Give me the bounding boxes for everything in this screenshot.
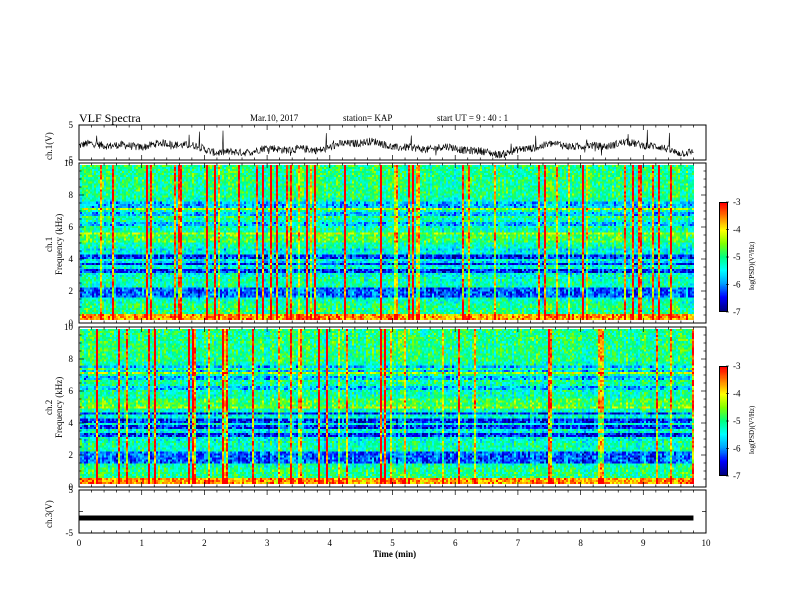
x-tick-label-5: 5 <box>390 538 395 548</box>
ch2-freq-unit: Frequency (kHz) <box>54 376 64 438</box>
colorbar-2-tick--3: -3 <box>733 361 741 371</box>
ch1-freq-tick-label-6: 6 <box>69 222 74 232</box>
ch3-ytick-label--5: -5 <box>66 528 74 538</box>
colorbar-1-tick--7: -7 <box>733 307 741 317</box>
colorbar-1-tick--4: -4 <box>733 225 741 235</box>
panel-frame-3 <box>78 326 707 488</box>
colorbar-2-tick--5: -5 <box>733 416 741 426</box>
ch2-freq-tick-label-4: 4 <box>69 418 74 428</box>
x-tick-label-2: 2 <box>202 538 207 548</box>
ch2-colorbar-label: log(PSD)(V²/Hz) <box>748 405 756 454</box>
colorbar-2-tick--7: -7 <box>733 471 741 481</box>
ch1-freq-unit: Frequency (kHz) <box>54 213 64 275</box>
x-tick-label-0: 0 <box>77 538 82 548</box>
ch2-freq-tick-label-2: 2 <box>69 450 74 460</box>
colorbar-1-tick--5: -5 <box>733 252 741 262</box>
ch1-freq-tick-label-2: 2 <box>69 286 74 296</box>
station-label: station= KAP <box>343 113 393 123</box>
x-tick-label-4: 4 <box>328 538 333 548</box>
panel-frame-4 <box>78 489 707 534</box>
panel-frame-1 <box>78 124 707 161</box>
ch1-freq-tick-label-10: 10 <box>64 158 74 168</box>
colorbar-2-tick--6: -6 <box>733 444 741 454</box>
x-tick-label-8: 8 <box>578 538 583 548</box>
ch3-voltage-axis-label: ch.3(V) <box>44 500 54 528</box>
ch2-spectrogram <box>80 329 694 484</box>
ch1-ytick-label--5: -5 <box>66 155 74 165</box>
x-tick-label-3: 3 <box>265 538 270 548</box>
x-tick-label-7: 7 <box>516 538 521 548</box>
x-tick-label-9: 9 <box>641 538 646 548</box>
date-label: Mar.10, 2017 <box>250 113 299 123</box>
colorbar-1-tick--6: -6 <box>733 280 741 290</box>
ch2-frequency-axis-label: ch.2 Frequency (kHz) <box>44 377 64 438</box>
colorbar-1-tick--3: -3 <box>733 197 741 207</box>
start-time-label: start UT = 9 : 40 : 1 <box>437 113 509 123</box>
x-axis-label: Time (min) <box>373 549 417 559</box>
ch1-freq-tick-label-0: 0 <box>69 318 74 328</box>
ch1-ytick-label-5: 5 <box>69 120 74 130</box>
x-tick-label-1: 1 <box>139 538 144 548</box>
ch1-waveform-line <box>79 129 694 159</box>
ch2-name: ch.2 <box>44 399 54 416</box>
ch1-spectrogram <box>80 165 694 320</box>
ch2-freq-tick-label-8: 8 <box>69 354 74 364</box>
ch1-freq-tick-label-8: 8 <box>69 190 74 200</box>
chart-title: VLF Spectra <box>79 111 141 125</box>
colorbar-2-tick--4: -4 <box>733 389 741 399</box>
ch1-freq-tick-label-4: 4 <box>69 254 74 264</box>
ch1-name: ch.1 <box>44 236 54 253</box>
x-tick-label-10: 10 <box>702 538 712 548</box>
ch2-freq-tick-label-6: 6 <box>69 386 74 396</box>
ch1-frequency-axis-label: ch.1 Frequency (kHz) <box>44 214 64 275</box>
ch2-freq-tick-label-10: 10 <box>64 322 74 332</box>
x-tick-label-6: 6 <box>453 538 458 548</box>
panel-frame-2 <box>78 162 707 324</box>
ch2-freq-tick-label-0: 0 <box>69 482 74 492</box>
ch1-colorbar-label: log(PSD)(V²/Hz) <box>748 241 756 290</box>
ch1-voltage-axis-label: ch.1(V) <box>44 132 54 160</box>
ch3-ytick-label-5: 5 <box>69 485 74 495</box>
